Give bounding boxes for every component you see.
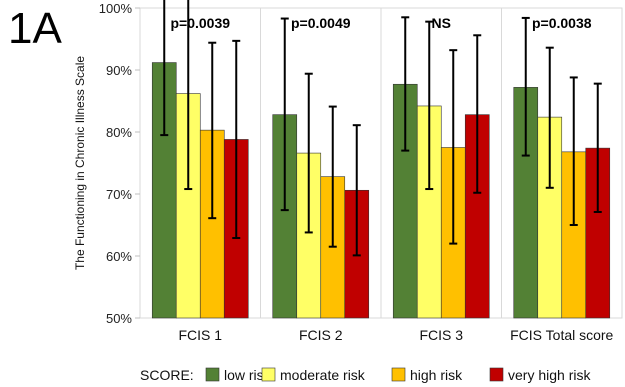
y-tick-label: 60% [106,249,132,264]
y-tick-label: 90% [106,63,132,78]
y-axis-label: The Functioning in Chronic Illness Scale [73,56,87,270]
significance-annotation: p=0.0039 [170,15,230,31]
legend-label: high risk [410,367,463,383]
legend-swatch [205,367,220,382]
legend-label: moderate risk [280,367,366,383]
panel-label: 1A [8,4,62,53]
y-tick-label: 70% [106,187,132,202]
significance-annotation: p=0.0049 [291,15,351,31]
legend-swatch [261,367,276,382]
x-tick-label: FCIS 3 [419,327,463,343]
x-tick-label: FCIS 1 [178,327,222,343]
y-tick-label: 100% [99,1,133,16]
y-tick-label: 80% [106,125,132,140]
legend-label: low risk [224,367,272,383]
significance-annotation: NS [432,15,451,31]
legend-title: SCORE: [140,367,194,383]
legend-swatch [489,367,504,382]
legend-swatch [391,367,406,382]
x-tick-label: FCIS 2 [299,327,343,343]
legend-label: very high risk [508,367,591,383]
y-tick-label: 50% [106,311,132,326]
x-tick-label: FCIS Total score [510,327,613,343]
significance-annotation: p=0.0038 [532,15,592,31]
